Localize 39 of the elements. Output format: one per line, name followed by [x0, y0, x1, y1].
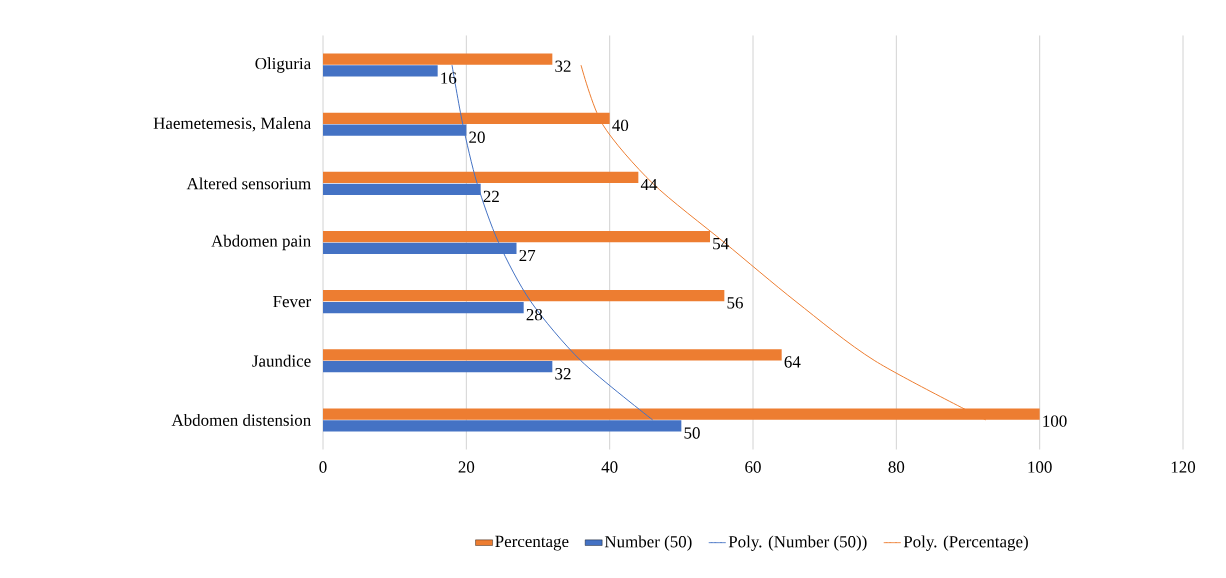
x-tick-label: 60 — [745, 461, 761, 473]
bar — [323, 349, 782, 361]
x-tick-label: 0 — [319, 461, 327, 473]
data-label: 28 — [526, 308, 543, 321]
bar — [323, 53, 553, 65]
legend-label: Poly. (Percentage) — [903, 535, 1028, 551]
data-label: 27 — [519, 249, 536, 262]
data-label: 54 — [713, 238, 729, 250]
legend-label: Poly. (Number (50)) — [728, 535, 867, 551]
bar — [323, 361, 553, 373]
legend-label: Number (50) — [604, 535, 692, 551]
y-tick-label: Oliguria — [255, 57, 311, 73]
data-label: 64 — [784, 356, 801, 368]
data-label: 20 — [469, 131, 485, 143]
x-tick-label: 80 — [888, 461, 905, 473]
bar — [323, 301, 524, 314]
legend-label: Percentage — [495, 535, 569, 551]
data-label: 50 — [684, 427, 700, 439]
y-tick-label: Altered sensorium — [186, 177, 311, 190]
x-tick-label: 100 — [1028, 461, 1052, 473]
x-tick-label: 120 — [1171, 461, 1196, 473]
data-label: 44 — [640, 178, 658, 191]
data-label: 40 — [612, 119, 629, 132]
data-label: 56 — [727, 297, 743, 309]
y-tick-label: Jaundice — [252, 354, 311, 367]
y-tick-label: Haemetemesis, Malena — [153, 117, 311, 132]
bar — [323, 65, 438, 77]
data-label: 16 — [441, 72, 457, 84]
y-tick-label: Abdomen distension — [171, 413, 311, 426]
bar — [323, 171, 639, 184]
data-label: 32 — [555, 368, 571, 380]
x-tick-label: 40 — [601, 461, 618, 473]
data-label: 22 — [483, 190, 499, 202]
bar — [323, 290, 725, 302]
y-tick-label: Fever — [273, 296, 312, 308]
data-label: 32 — [555, 60, 571, 72]
y-tick-label: Abdomen pain — [211, 234, 311, 251]
x-tick-label: 20 — [458, 461, 475, 473]
data-label: 100 — [1043, 415, 1067, 427]
